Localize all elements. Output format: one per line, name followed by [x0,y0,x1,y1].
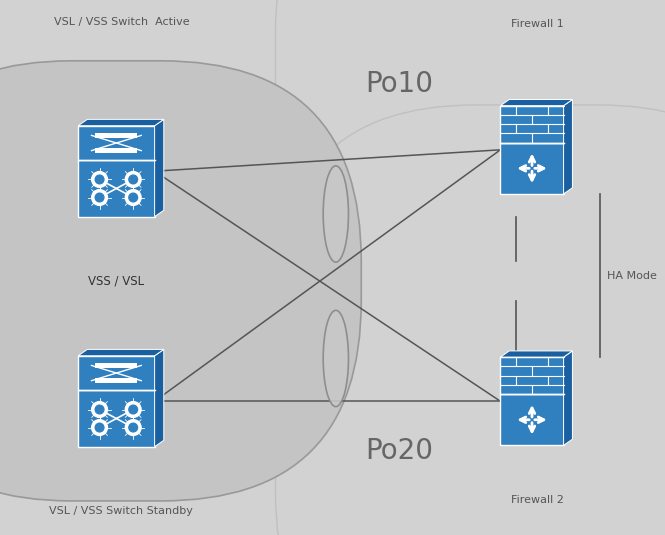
Polygon shape [95,378,138,383]
Text: VSS / VSL: VSS / VSL [88,274,144,287]
Polygon shape [95,133,138,138]
Circle shape [129,423,138,432]
Polygon shape [78,126,155,160]
Circle shape [125,172,141,187]
Polygon shape [95,148,138,153]
Polygon shape [564,351,573,445]
Polygon shape [501,100,573,106]
Polygon shape [78,349,164,356]
FancyBboxPatch shape [0,0,410,535]
Circle shape [125,419,141,435]
Circle shape [92,419,108,435]
Circle shape [125,402,141,417]
Polygon shape [78,119,164,126]
Polygon shape [155,349,164,447]
FancyBboxPatch shape [0,61,361,501]
Polygon shape [155,119,164,217]
Polygon shape [78,356,155,391]
Polygon shape [501,394,564,445]
Circle shape [129,175,138,184]
Polygon shape [564,100,573,194]
Text: Firewall 2: Firewall 2 [511,495,563,505]
Text: VSL / VSS Switch  Active: VSL / VSS Switch Active [54,17,189,27]
Polygon shape [95,363,138,368]
Polygon shape [78,160,155,217]
Polygon shape [78,391,155,447]
Polygon shape [501,357,564,394]
Text: Po20: Po20 [365,438,433,465]
Circle shape [125,189,141,205]
Circle shape [95,193,104,202]
FancyBboxPatch shape [275,105,665,535]
Text: Po10: Po10 [365,70,433,97]
Text: VSL / VSS Switch Standby: VSL / VSS Switch Standby [49,506,194,516]
Circle shape [95,405,104,414]
Ellipse shape [323,166,348,262]
Circle shape [95,175,104,184]
Circle shape [95,423,104,432]
Circle shape [92,402,108,417]
Polygon shape [501,143,564,194]
Circle shape [92,172,108,187]
Polygon shape [501,351,573,357]
Circle shape [129,405,138,414]
Text: Firewall 1: Firewall 1 [511,19,563,29]
Circle shape [92,189,108,205]
Circle shape [129,193,138,202]
Ellipse shape [323,310,348,407]
Text: HA Mode: HA Mode [607,271,657,280]
FancyBboxPatch shape [275,0,665,419]
Polygon shape [501,106,564,143]
